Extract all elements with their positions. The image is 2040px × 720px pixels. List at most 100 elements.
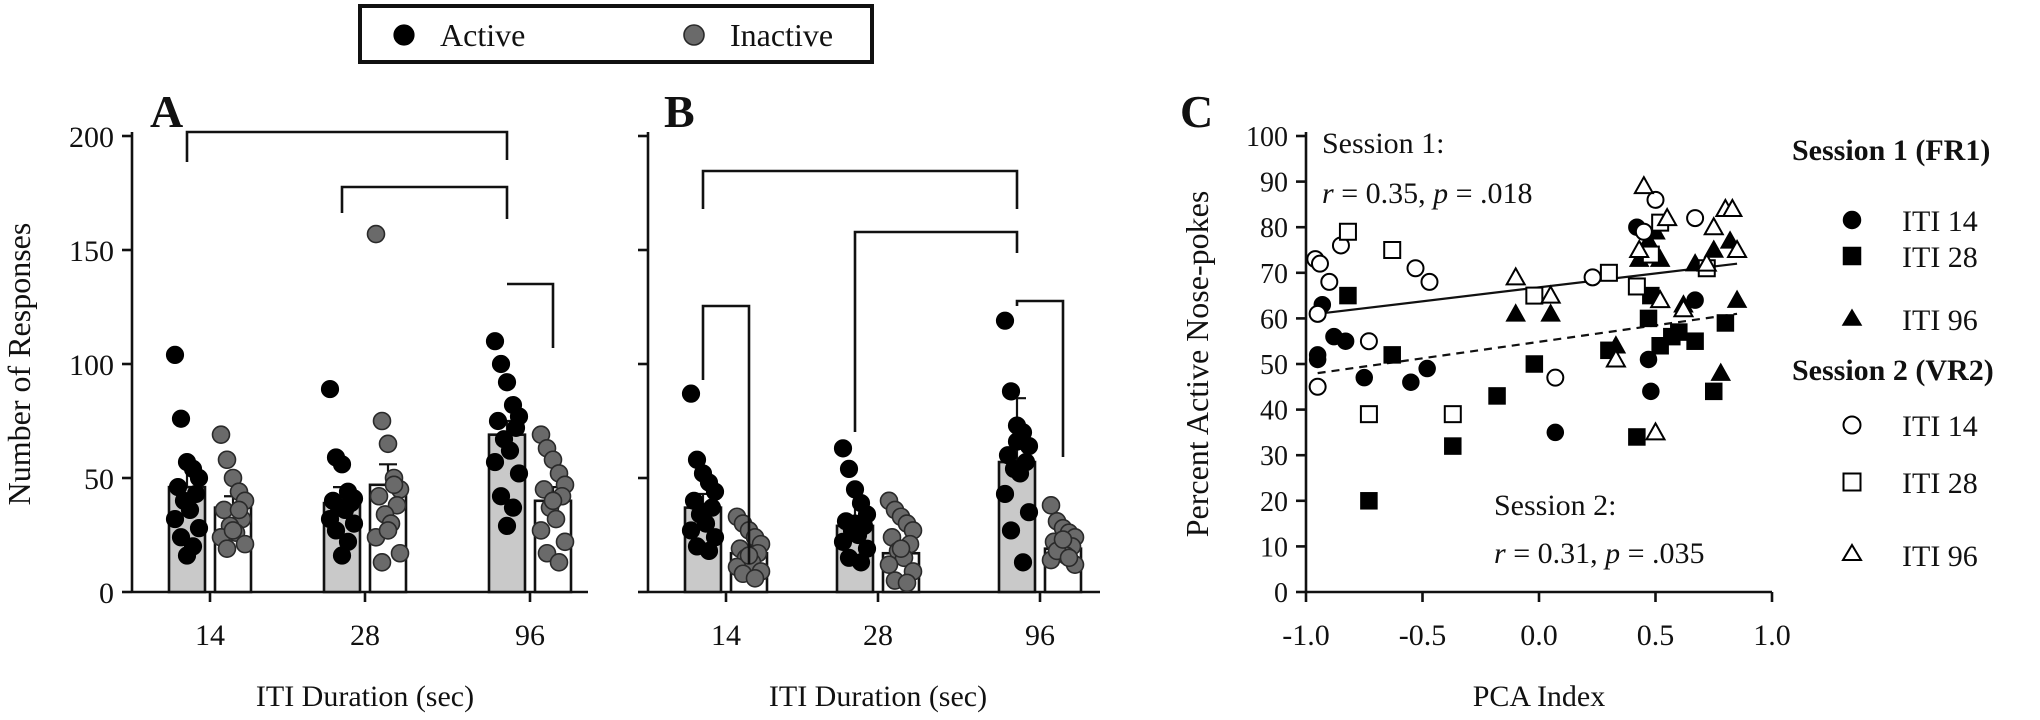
panel-c-xtick-label: -0.5 [1399, 619, 1447, 652]
data-point-active [180, 500, 200, 520]
data-point-active [506, 418, 526, 437]
scatter-point-session-2-iti-96 [1605, 348, 1627, 368]
scatter-point-session-2-iti-96 [1696, 252, 1718, 272]
panel-c-ytick-label: 70 [1260, 259, 1288, 290]
significance-bracket [853, 230, 1019, 432]
scatter-point-session-1-iti-96 [1710, 362, 1732, 381]
scatter-point-session-2-iti-96 [1672, 298, 1695, 318]
data-point-inactive [745, 569, 765, 588]
data-point-active [699, 541, 719, 561]
panel-b-xtick-label: 96 [1025, 619, 1055, 652]
scatter-point-session-2-iti-96 [1539, 284, 1562, 304]
data-point-inactive [217, 539, 237, 558]
data-point-active [326, 521, 346, 540]
scatter-point-session-2-iti-96 [1649, 289, 1671, 309]
data-point-active [177, 546, 197, 565]
panel-c-ytick-label: 40 [1260, 396, 1288, 427]
data-point-inactive [543, 491, 563, 511]
scatter-point-session-2-iti-14 [1646, 190, 1665, 209]
scatter-point-session-1-iti-28 [1628, 428, 1646, 446]
data-point-active [485, 332, 505, 351]
legend-s2-iti28-marker [1842, 472, 1862, 492]
scatter-point-session-2-iti-14 [1308, 377, 1327, 396]
data-point-active [332, 455, 352, 474]
scatter-point-session-1-iti-96 [1703, 239, 1725, 258]
scatter-point-session-2-iti-14 [1420, 272, 1439, 291]
panel-b: B 14 28 96 ITI Duration (sec) [638, 86, 1100, 713]
legend-s2-iti28-label: ITI 28 [1902, 467, 1978, 500]
scatter-point-session-1-iti-28 [1488, 387, 1506, 405]
scatter-point-session-2-iti-28 [1383, 241, 1402, 259]
scatter-point-session-1-iti-96 [1505, 303, 1526, 322]
panel-b-xtick-label: 14 [711, 619, 741, 652]
data-point-active [171, 528, 191, 547]
data-point-active [833, 532, 853, 551]
legend-s2-iti96-label: ITI 96 [1902, 540, 1978, 573]
data-point-active [1010, 464, 1030, 483]
panel-b-plot [681, 169, 1085, 594]
session2-r-symbol: r [1494, 537, 1506, 570]
session2-annotation-title: Session 2: [1494, 489, 1617, 522]
legend-s1-iti96-marker [1841, 308, 1863, 326]
panel-c-xtick-label: 0.0 [1520, 619, 1558, 652]
scatter-point-session-1-iti-14 [1355, 368, 1373, 387]
legend-inactive-marker [683, 24, 705, 46]
scatter-point-session-1-iti-14 [1308, 346, 1327, 364]
data-point-active [189, 468, 209, 488]
scatter-point-session-2-iti-14 [1308, 304, 1327, 323]
data-point-inactive [879, 555, 899, 574]
panel-c-xtick-label: -1.0 [1282, 619, 1330, 652]
legend-active-marker [393, 24, 415, 46]
panel-c-ytick-label: 50 [1260, 350, 1288, 381]
data-point-active [488, 411, 508, 431]
panel-c-ytick-label: 0 [1274, 578, 1288, 609]
data-point-active [833, 439, 853, 458]
data-point-inactive [1041, 496, 1061, 515]
scatter-point-session-1-iti-28 [1716, 314, 1735, 332]
panel-a-label: A [150, 86, 183, 137]
data-point-active [693, 503, 713, 522]
significance-bracket [507, 282, 555, 348]
bar-active-96 [997, 460, 1037, 594]
data-point-active [995, 484, 1015, 504]
scatter-point-session-2-iti-28 [1627, 277, 1646, 296]
panel-a-ytick-label: 200 [69, 121, 114, 154]
data-point-active [845, 514, 865, 533]
scatter-point-session-2-iti-14 [1310, 254, 1329, 273]
data-point-inactive [366, 224, 386, 244]
data-point-inactive [384, 475, 404, 495]
data-point-inactive [229, 500, 249, 520]
panel-c-label: C [1180, 86, 1213, 137]
scatter-point-session-2-iti-28 [1443, 405, 1462, 424]
data-point-inactive [372, 553, 392, 572]
panel-a-xtick-label: 96 [515, 619, 545, 652]
panel-b-x-axis-title: ITI Duration (sec) [769, 680, 987, 713]
data-point-active [189, 519, 209, 538]
scatter-point-session-1-iti-28 [1639, 309, 1658, 328]
data-point-active [485, 452, 505, 472]
scatter-point-session-2-iti-14 [1359, 332, 1378, 351]
legend-s1-iti28-label: ITI 28 [1902, 241, 1978, 274]
data-point-active [1001, 521, 1021, 540]
scatter-point-session-2-iti-96 [1633, 175, 1655, 195]
scatter-point-session-1-iti-96 [1726, 289, 1748, 308]
scatter-point-session-1-iti-28 [1360, 492, 1378, 510]
scatter-point-session-2-iti-96 [1504, 266, 1527, 286]
session1-r-symbol: r [1322, 177, 1334, 210]
data-point-active [681, 521, 701, 540]
panel-a-ytick-label: 0 [99, 577, 114, 610]
data-point-active [497, 373, 517, 392]
data-point-inactive [369, 486, 389, 506]
legend-s2-iti14-marker [1842, 415, 1862, 435]
top-legend-box [358, 4, 874, 64]
data-point-active [171, 409, 191, 428]
scatter-point-session-1-iti-14 [1642, 382, 1660, 401]
scatter-point-session-2-iti-14 [1546, 368, 1565, 387]
data-point-active [500, 441, 520, 460]
legend-s2-iti96-marker [1841, 543, 1863, 561]
panel-b-xtick-label: 28 [863, 619, 893, 652]
legend-s1-iti96-label: ITI 96 [1902, 304, 1978, 337]
scatter-point-session-1-iti-14 [1546, 423, 1565, 442]
data-point-active [497, 516, 517, 535]
data-point-inactive [378, 521, 398, 540]
